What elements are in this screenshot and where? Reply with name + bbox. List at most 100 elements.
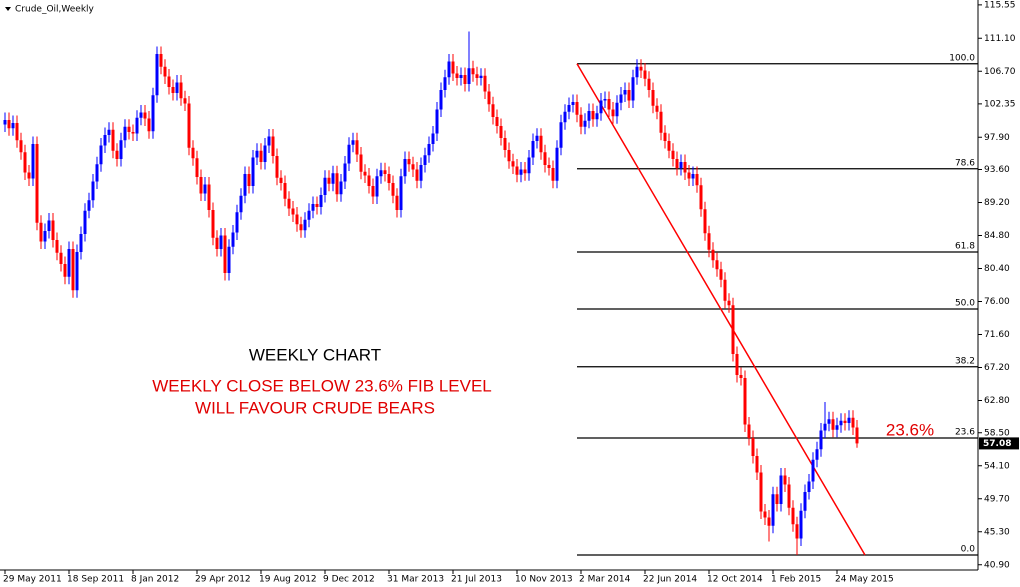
candle-body xyxy=(119,140,123,159)
candle-body xyxy=(419,165,423,181)
candle-body xyxy=(491,104,495,117)
candle-body xyxy=(839,420,843,426)
candle-body xyxy=(379,170,383,177)
candle-body xyxy=(235,212,239,233)
candle-body xyxy=(163,66,167,77)
last-price-box xyxy=(979,437,1019,450)
candle-body xyxy=(363,171,367,176)
y-tick-label: 80.40 xyxy=(984,264,1010,274)
candle-body xyxy=(171,87,175,93)
candle-body xyxy=(499,126,503,138)
candle-body xyxy=(479,75,483,78)
x-tick-label: 12 Oct 2014 xyxy=(707,575,763,585)
candle-body xyxy=(71,249,75,291)
candle-body xyxy=(411,164,415,170)
candle-body xyxy=(315,204,319,207)
candle-body xyxy=(279,177,283,183)
candle-body xyxy=(259,150,263,162)
candle-body xyxy=(831,419,835,430)
candle-body xyxy=(647,78,651,90)
candle-body xyxy=(435,109,439,134)
x-tick-label: 29 Apr 2012 xyxy=(195,575,251,585)
candle-body xyxy=(619,94,623,103)
fib-label: 61.8 xyxy=(955,242,975,252)
candle-body xyxy=(471,68,475,75)
candle-body xyxy=(307,210,311,220)
candle-body xyxy=(503,138,507,150)
candle-body xyxy=(271,136,275,156)
candle-body xyxy=(155,54,159,96)
candle-body xyxy=(763,511,767,518)
y-tick-label: 67.20 xyxy=(984,363,1010,373)
candle-body xyxy=(255,150,259,158)
candle-body xyxy=(355,140,359,155)
candle-body xyxy=(523,169,527,174)
candle-body xyxy=(103,135,107,146)
candle-body xyxy=(387,174,391,183)
candle-body xyxy=(683,162,687,173)
candle-body xyxy=(391,183,395,196)
candle-body xyxy=(719,269,723,280)
candle-body xyxy=(35,144,39,223)
candle-body xyxy=(467,68,471,84)
candle-body xyxy=(191,147,195,159)
candle-body xyxy=(747,424,751,438)
candle-body xyxy=(775,494,779,504)
candle-body xyxy=(295,214,299,225)
candle-body xyxy=(427,144,431,156)
candle-body xyxy=(847,417,851,423)
candle-body xyxy=(459,75,463,78)
candle-body xyxy=(367,175,371,186)
candle-body xyxy=(635,66,639,78)
x-tick-label: 31 Mar 2013 xyxy=(387,575,444,585)
candle-body xyxy=(299,224,303,231)
candle-body xyxy=(707,233,711,250)
candle-body xyxy=(575,102,579,115)
candle-body xyxy=(451,61,455,74)
candle-body xyxy=(731,305,735,354)
candle-body xyxy=(199,177,203,194)
candle-body xyxy=(239,195,243,213)
y-tick-label: 111.10 xyxy=(984,34,1016,44)
candle-body xyxy=(231,232,235,247)
fib-label: 100.0 xyxy=(949,53,975,63)
candle-body xyxy=(855,427,859,444)
candle-body xyxy=(819,430,823,450)
candle-body xyxy=(79,234,83,252)
x-tick-label: 24 May 2015 xyxy=(835,575,894,585)
candle-body xyxy=(455,73,459,78)
candle-body xyxy=(159,54,163,67)
candle-body xyxy=(583,120,587,127)
candle-body xyxy=(531,141,535,158)
candle-body xyxy=(67,249,71,277)
y-tick-label: 71.60 xyxy=(984,330,1010,340)
candle-body xyxy=(59,252,63,264)
candle-body xyxy=(543,152,547,165)
candle-body xyxy=(691,174,695,179)
y-tick-label: 89.20 xyxy=(984,198,1010,208)
x-tick-label: 8 Jan 2012 xyxy=(131,575,179,585)
candle-body xyxy=(675,159,679,168)
candle-body xyxy=(75,252,79,291)
x-tick-label: 29 May 2011 xyxy=(3,575,62,585)
candle-body xyxy=(603,99,607,101)
y-tick-label: 106.70 xyxy=(984,67,1016,77)
candle-body xyxy=(143,112,147,119)
chart-title: Crude_Oil,Weekly xyxy=(15,5,95,15)
x-tick-label: 21 Jul 2013 xyxy=(451,575,502,585)
candle-body xyxy=(47,220,51,231)
candle-body xyxy=(655,105,659,112)
candle-body xyxy=(643,70,647,79)
candle-body xyxy=(203,184,207,194)
candle-body xyxy=(139,112,143,118)
candle-body xyxy=(131,132,135,134)
candle-body xyxy=(507,150,511,162)
candle-body xyxy=(83,210,87,234)
fib-label: 38.2 xyxy=(955,356,975,366)
candle-body xyxy=(23,152,27,173)
menu-arrow xyxy=(5,7,11,11)
candle-body xyxy=(447,61,451,78)
candle-body xyxy=(287,198,291,209)
